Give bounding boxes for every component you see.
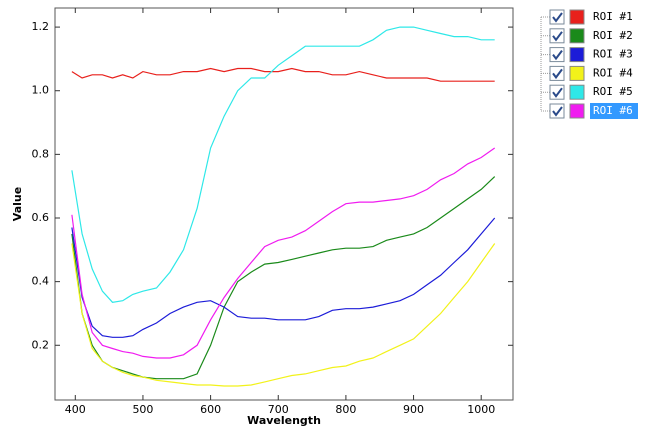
- x-tick-label: 1000: [467, 403, 495, 416]
- legend-label[interactable]: ROI #6: [593, 104, 633, 117]
- legend-checkbox[interactable]: [549, 84, 565, 100]
- legend-check[interactable]: [552, 12, 563, 23]
- legend-swatch: [569, 47, 585, 63]
- legend-label[interactable]: ROI #4: [593, 66, 633, 79]
- legend-swatch: [569, 84, 585, 100]
- legend-checkbox[interactable]: [549, 47, 565, 63]
- legend-swatch: [569, 28, 585, 44]
- legend-check[interactable]: [552, 31, 563, 42]
- legend-swatch: [569, 9, 585, 25]
- x-tick-label: 700: [268, 403, 289, 416]
- legend-swatch: [569, 65, 585, 81]
- series-line: [71, 243, 496, 387]
- legend-checkbox[interactable]: [549, 103, 565, 119]
- legend-check[interactable]: [552, 50, 563, 61]
- x-tick-label: 900: [403, 403, 424, 416]
- legend-label[interactable]: ROI #1: [593, 10, 633, 23]
- legend-checkbox[interactable]: [549, 9, 565, 25]
- legend-label[interactable]: ROI #5: [593, 85, 633, 98]
- series-line: [71, 217, 496, 338]
- x-tick-label: 500: [132, 403, 153, 416]
- legend-swatch: [569, 103, 585, 119]
- legend-check[interactable]: [552, 87, 563, 98]
- x-tick-label: 600: [200, 403, 221, 416]
- y-tick-label: 0.6: [32, 211, 50, 224]
- legend-check[interactable]: [552, 68, 563, 80]
- y-tick-label: 1.0: [32, 84, 50, 97]
- series-line: [71, 176, 496, 380]
- legend-checkbox[interactable]: [549, 65, 565, 81]
- y-axis-label: Value: [11, 187, 24, 221]
- legend-selection: [590, 103, 638, 119]
- y-tick-label: 1.2: [32, 20, 50, 33]
- series-line: [71, 147, 496, 359]
- legend-check[interactable]: [552, 106, 563, 117]
- plot-frame: [54, 7, 514, 401]
- y-tick-label: 0.8: [32, 147, 50, 160]
- x-tick-label: 400: [65, 403, 86, 416]
- x-tick-label: 800: [335, 403, 356, 416]
- series-line: [71, 26, 495, 303]
- x-axis-label: Wavelength: [247, 414, 321, 427]
- y-tick-label: 0.4: [32, 275, 50, 288]
- legend-checkbox[interactable]: [549, 28, 565, 44]
- y-tick-label: 0.2: [32, 338, 50, 351]
- legend-label[interactable]: ROI #2: [593, 29, 633, 42]
- legend-label[interactable]: ROI #3: [593, 48, 633, 61]
